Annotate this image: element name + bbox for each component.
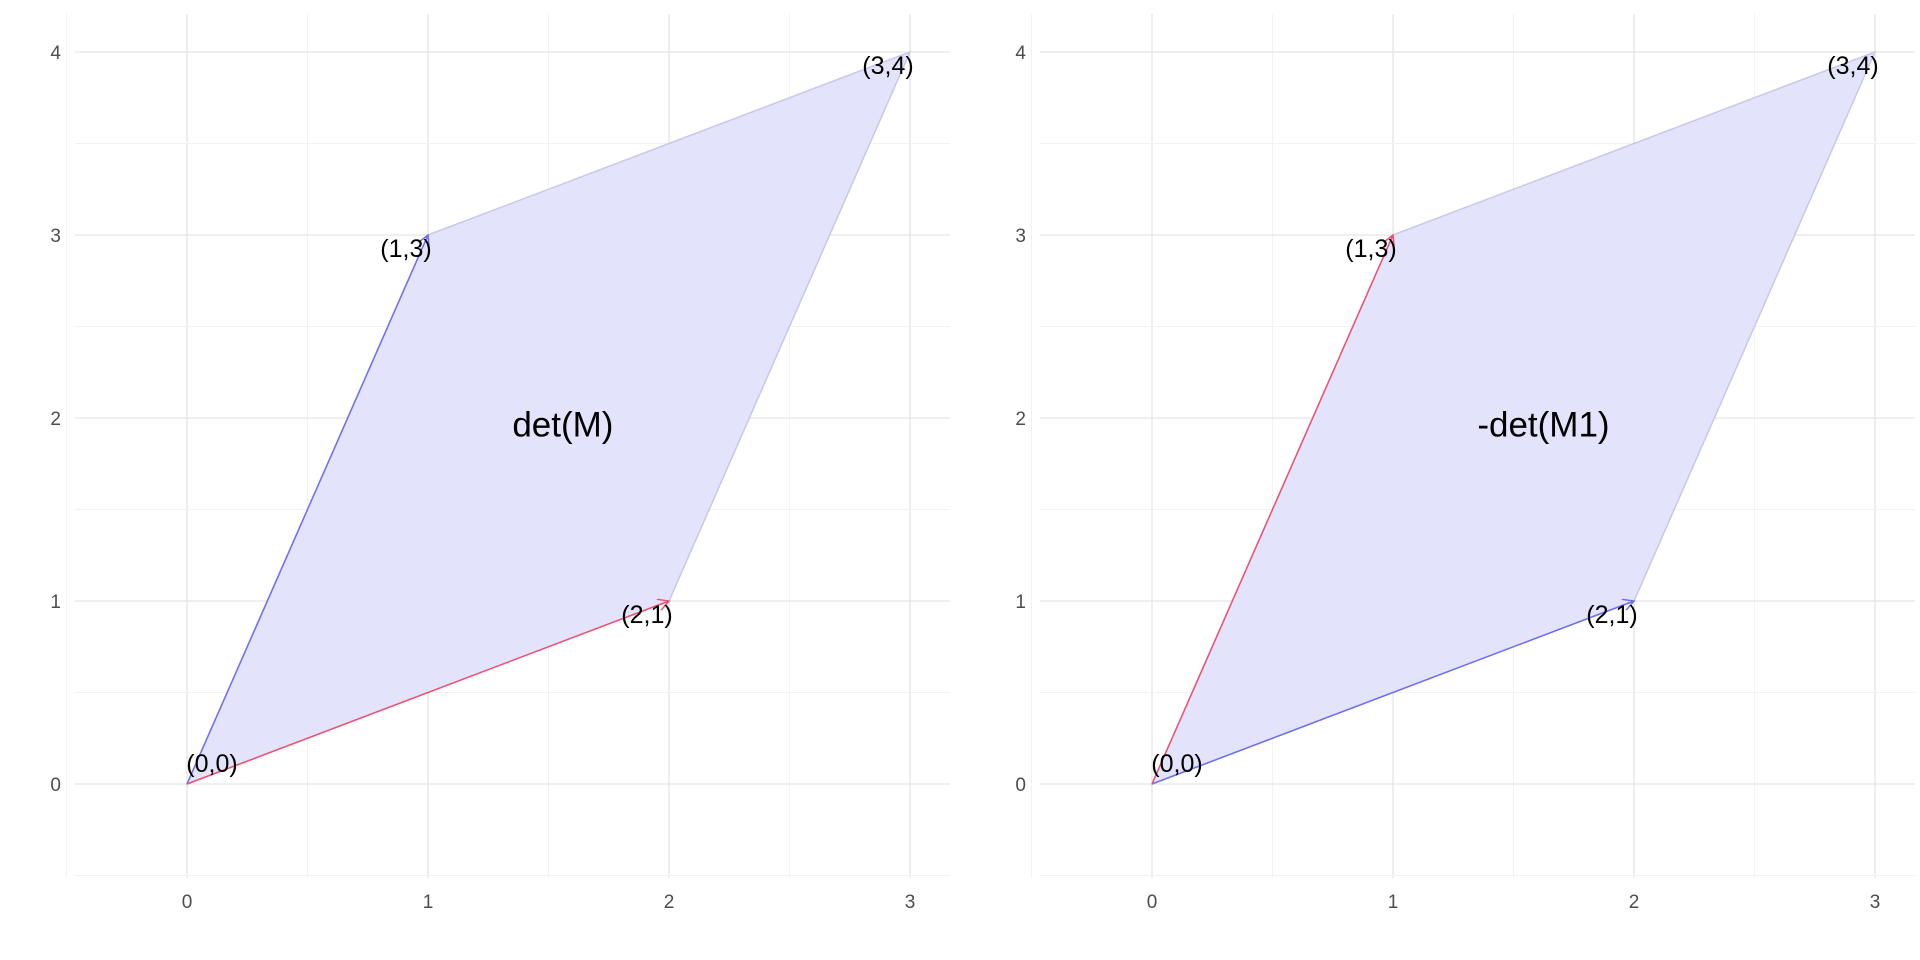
y-tick-label: 1	[1015, 592, 1026, 613]
y-tick-label: 4	[1015, 43, 1026, 64]
point-label: (2,1)	[1586, 601, 1637, 629]
y-tick-label: 1	[50, 592, 61, 613]
point-label: (0,0)	[1151, 750, 1202, 778]
y-tick-label: 0	[1015, 775, 1026, 796]
y-tick-label: 2	[1015, 409, 1026, 430]
point-label: (3,4)	[1827, 52, 1878, 80]
chart-panel-right: 0 1 2 3 0 1 2 3 4 (0,0) (2,1) (1,3) (3,4) -det(M1)	[1015, 14, 1915, 913]
point-label: (2,1)	[621, 601, 672, 629]
x-tick-label: 1	[423, 892, 434, 913]
point-label: (0,0)	[186, 750, 237, 778]
point-label: (1,3)	[1345, 235, 1396, 263]
area-label: det(M)	[512, 405, 613, 444]
x-tick-label: 3	[1870, 892, 1881, 913]
y-tick-label: 0	[50, 775, 61, 796]
point-label: (3,4)	[862, 52, 913, 80]
y-tick-label: 3	[50, 226, 61, 247]
y-tick-label: 3	[1015, 226, 1026, 247]
x-tick-label: 0	[182, 892, 193, 913]
x-tick-label: 2	[1629, 892, 1640, 913]
chart-panel-left: 0 1 2 3 0 1 2 3 4 (0,0) (2,1) (1,3) (3,4) det(M)	[50, 14, 950, 913]
x-tick-label: 2	[664, 892, 675, 913]
area-label: -det(M1)	[1477, 405, 1609, 444]
vector-arrow	[1151, 235, 1393, 785]
y-tick-label: 4	[50, 43, 61, 64]
vector-arrow	[186, 601, 669, 785]
vector-arrow	[186, 235, 428, 785]
point-label: (1,3)	[380, 235, 431, 263]
x-tick-label: 3	[905, 892, 916, 913]
vector-arrow	[1151, 601, 1634, 785]
x-tick-label: 0	[1147, 892, 1158, 913]
y-tick-label: 2	[50, 409, 61, 430]
x-tick-label: 1	[1388, 892, 1399, 913]
